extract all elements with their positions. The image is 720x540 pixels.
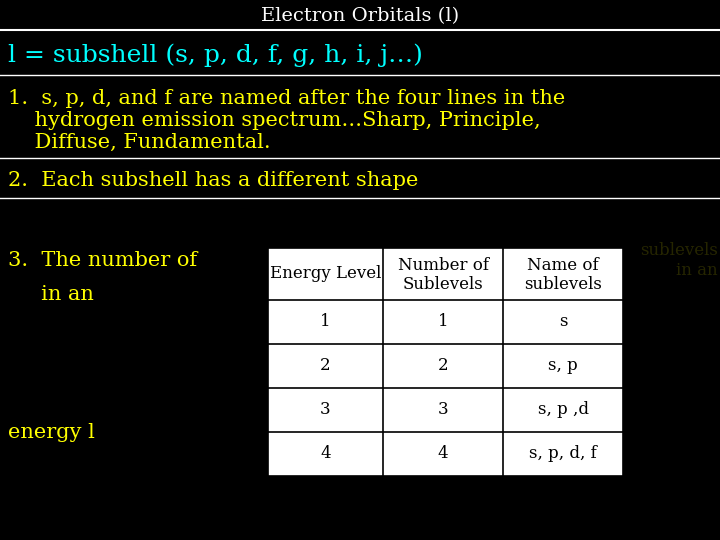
Bar — [268, 248, 623, 476]
Text: 2: 2 — [438, 357, 449, 375]
Text: 4: 4 — [438, 446, 449, 462]
Text: sublevels: sublevels — [524, 276, 602, 293]
Text: Energy Level: Energy Level — [270, 266, 381, 282]
Text: sublevels
in an: sublevels in an — [640, 242, 718, 279]
Text: 4: 4 — [320, 446, 330, 462]
Text: Number of: Number of — [397, 256, 488, 274]
Text: energy l: energy l — [8, 422, 95, 442]
Text: 3.  The number of: 3. The number of — [8, 251, 197, 269]
Text: 1: 1 — [320, 314, 330, 330]
Text: 1: 1 — [438, 314, 449, 330]
Text: s: s — [559, 314, 567, 330]
Text: Diffuse, Fundamental.: Diffuse, Fundamental. — [8, 132, 271, 152]
Text: s, p: s, p — [548, 357, 578, 375]
Text: hydrogen emission spectrum…Sharp, Principle,: hydrogen emission spectrum…Sharp, Princi… — [8, 111, 541, 130]
Text: l = subshell (s, p, d, f, g, h, i, j…): l = subshell (s, p, d, f, g, h, i, j…) — [8, 43, 423, 67]
Text: 2: 2 — [320, 357, 330, 375]
Text: Electron Orbitals (l): Electron Orbitals (l) — [261, 7, 459, 25]
Text: 3: 3 — [438, 402, 449, 418]
Text: 1.  s, p, d, and f are named after the four lines in the: 1. s, p, d, and f are named after the fo… — [8, 89, 565, 107]
Text: s, p ,d: s, p ,d — [538, 402, 588, 418]
Text: Sublevels: Sublevels — [402, 276, 483, 293]
Text: in an: in an — [8, 286, 94, 305]
Text: s, p, d, f: s, p, d, f — [529, 446, 597, 462]
Text: 2.  Each subshell has a different shape: 2. Each subshell has a different shape — [8, 171, 418, 190]
Text: Name of: Name of — [527, 256, 599, 274]
Text: 3: 3 — [320, 402, 330, 418]
